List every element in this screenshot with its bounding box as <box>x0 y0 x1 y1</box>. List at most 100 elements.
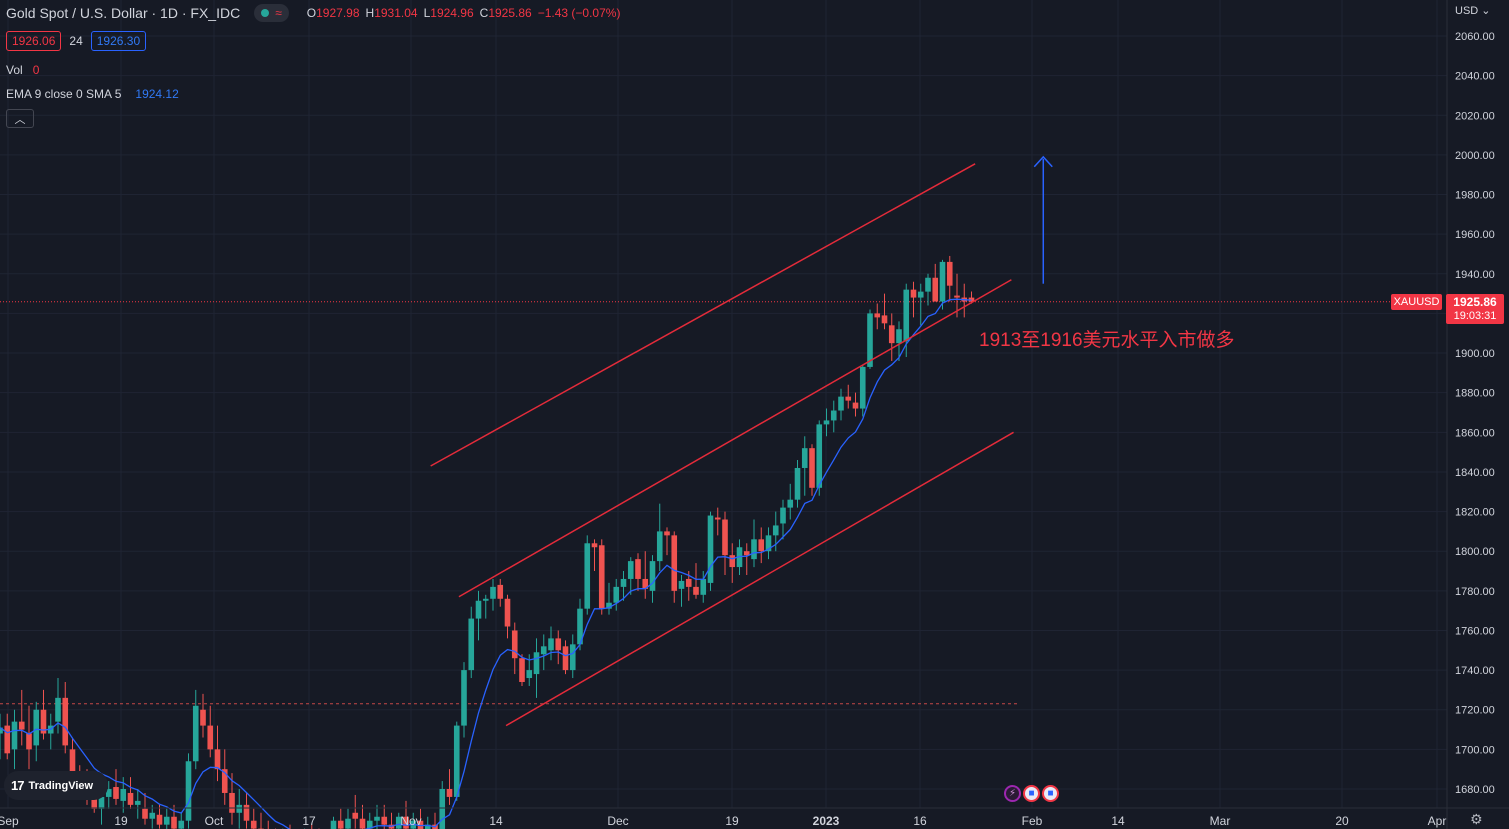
candle <box>562 640 569 675</box>
volume-legend[interactable]: Vol 0 <box>6 63 39 77</box>
candle <box>171 804 177 829</box>
candle <box>243 792 250 829</box>
candle <box>823 408 830 437</box>
candle-body <box>765 535 772 552</box>
candle <box>366 812 373 829</box>
price-tick-label: 1680.00 <box>1455 784 1495 796</box>
trade-annotation-text[interactable]: 1913至1916美元水平入市做多 <box>979 330 1235 351</box>
candle-body <box>40 709 47 734</box>
candle-body <box>627 561 634 579</box>
candle <box>540 634 547 671</box>
ema-legend[interactable]: EMA 9 close 0 SMA 5 1924.12 <box>6 87 179 101</box>
time-tick-label: 19 <box>725 814 739 828</box>
time-tick-label: Feb <box>1022 814 1043 828</box>
candle <box>113 769 119 805</box>
time-tick-label: 19 <box>114 814 128 828</box>
candle <box>939 259 946 310</box>
candle <box>932 263 939 302</box>
candle <box>519 654 525 686</box>
candle <box>867 309 873 369</box>
sell-price-button[interactable]: 1926.06 <box>6 31 62 51</box>
candle-body <box>178 820 185 829</box>
candle <box>26 705 32 770</box>
channel-middle-line[interactable] <box>458 279 1012 598</box>
collapse-legend-button[interactable]: ︿ <box>6 109 34 128</box>
candle-body <box>816 424 823 488</box>
candle <box>780 499 786 540</box>
candle-body <box>337 820 344 829</box>
candle-body <box>142 808 148 819</box>
channel-lower-line[interactable] <box>505 431 1014 727</box>
candle-body <box>214 749 221 770</box>
candle-body <box>888 325 895 344</box>
candle <box>18 689 25 746</box>
candle <box>381 804 388 829</box>
candle <box>961 283 968 318</box>
candle-body <box>250 820 257 829</box>
candle-body <box>69 749 76 782</box>
candle-body <box>910 289 917 298</box>
price-tick-label: 1860.00 <box>1455 427 1495 439</box>
candle-body <box>954 295 960 298</box>
candle-body <box>236 804 243 813</box>
candle-body <box>903 289 910 342</box>
candle <box>446 769 453 805</box>
symbol-title[interactable]: Gold Spot / U.S. Dollar · 1D · FX_IDC <box>6 5 241 21</box>
candle <box>714 507 721 536</box>
candle-body <box>439 789 446 829</box>
candle-body <box>526 670 533 679</box>
candle-body <box>693 586 699 595</box>
chart-grid <box>0 0 1447 808</box>
candle-body <box>867 313 873 367</box>
candle-body <box>664 531 670 536</box>
currency-selector[interactable]: USD ⌄ <box>1455 5 1491 17</box>
lightning-event-icon[interactable]: ⚡ <box>1004 785 1021 802</box>
candle-body <box>555 638 562 651</box>
candle-body <box>468 618 475 671</box>
target-arrow[interactable] <box>1033 155 1053 284</box>
price-tick-label: 1940.00 <box>1455 269 1495 281</box>
candle-body <box>149 812 156 819</box>
candle-body <box>598 545 605 609</box>
candle-body <box>613 586 620 603</box>
candle <box>207 705 214 758</box>
candle <box>700 571 707 603</box>
candle <box>707 511 714 591</box>
candle <box>475 590 482 641</box>
candle <box>925 273 931 306</box>
candle-body <box>156 814 163 825</box>
buy-price-button[interactable]: 1926.30 <box>90 31 147 51</box>
candle-body <box>838 396 844 411</box>
us-flag-icon[interactable]: ■ <box>1023 785 1040 802</box>
candle <box>482 594 489 619</box>
candle <box>555 630 562 665</box>
channel-upper-line[interactable] <box>430 163 976 467</box>
tradingview-logo[interactable]: 17 TradingView <box>4 771 108 800</box>
candle <box>40 689 47 740</box>
candle-body <box>540 646 547 655</box>
candle-body <box>511 630 518 659</box>
candle <box>504 594 511 639</box>
candle <box>809 444 815 496</box>
candlestick-series <box>0 255 975 829</box>
candle-body <box>620 578 627 587</box>
candle <box>801 436 808 496</box>
candle-body <box>359 818 366 829</box>
candle <box>134 789 141 819</box>
us-flag-icon[interactable]: ■ <box>1042 785 1059 802</box>
candle-body <box>11 721 18 750</box>
time-tick-label: Mar <box>1210 814 1231 828</box>
gear-icon[interactable]: ⚙ <box>1470 811 1483 827</box>
candle <box>359 804 366 829</box>
price-tick-label: 1740.00 <box>1455 665 1495 677</box>
bid-ask-row: 1926.06 24 1926.30 <box>6 31 147 51</box>
candle-body <box>519 658 525 682</box>
price-tick-label: 1960.00 <box>1455 229 1495 241</box>
candle <box>62 681 69 754</box>
candle <box>598 539 605 615</box>
market-status-pill[interactable]: ≈ <box>254 4 289 22</box>
candle <box>591 539 598 572</box>
candle-body <box>656 531 663 562</box>
time-tick-label: 17 <box>302 814 316 828</box>
